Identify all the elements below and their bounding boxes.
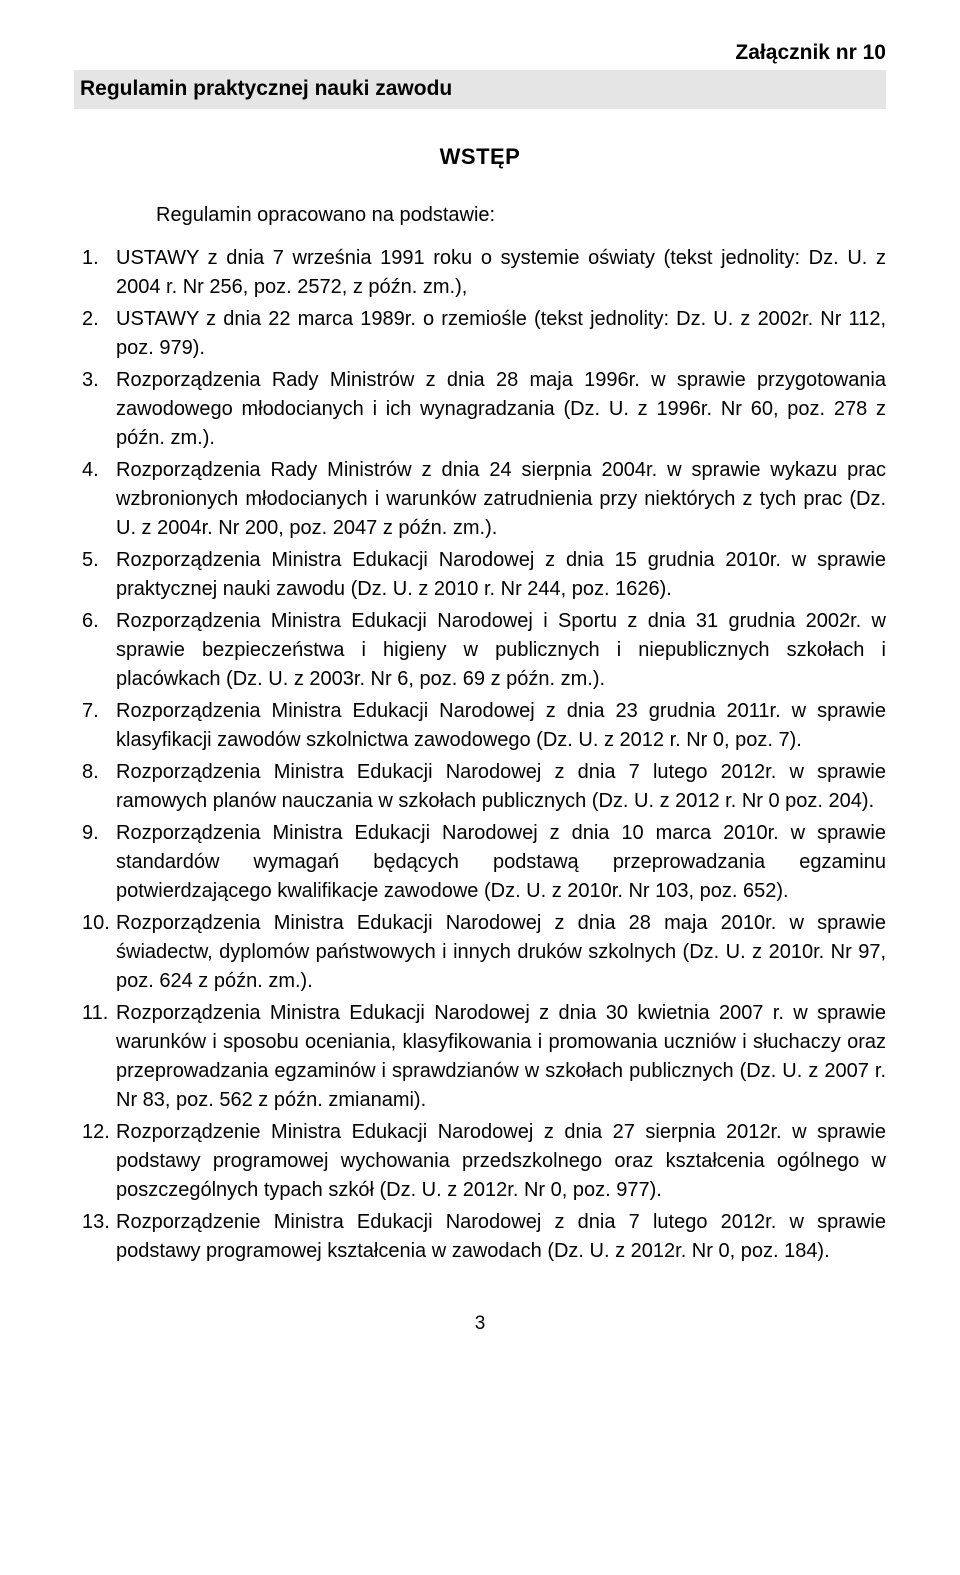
item-number: 12. <box>82 1118 116 1205</box>
list-item: 5. Rozporządzenia Ministra Edukacji Naro… <box>82 546 886 604</box>
item-number: 10. <box>82 909 116 996</box>
item-text: Rozporządzenia Ministra Edukacji Narodow… <box>116 999 886 1115</box>
list-item: 1. USTAWY z dnia 7 września 1991 roku o … <box>82 244 886 302</box>
list-item: 12. Rozporządzenie Ministra Edukacji Nar… <box>82 1118 886 1205</box>
list-item: 4. Rozporządzenia Rady Ministrów z dnia … <box>82 456 886 543</box>
list-item: 3. Rozporządzenia Rady Ministrów z dnia … <box>82 366 886 453</box>
item-text: Rozporządzenia Ministra Edukacji Narodow… <box>116 607 886 694</box>
item-text: Rozporządzenie Ministra Edukacji Narodow… <box>116 1118 886 1205</box>
page-title-banner: Regulamin praktycznej nauki zawodu <box>74 70 886 108</box>
item-number: 13. <box>82 1208 116 1266</box>
intro-text: Regulamin opracowano na podstawie: <box>74 201 886 230</box>
item-number: 5. <box>82 546 116 604</box>
item-text: Rozporządzenia Ministra Edukacji Narodow… <box>116 546 886 604</box>
page-title: WSTĘP <box>74 141 886 173</box>
item-text: USTAWY z dnia 22 marca 1989r. o rzemiośl… <box>116 305 886 363</box>
list-item: 2. USTAWY z dnia 22 marca 1989r. o rzemi… <box>82 305 886 363</box>
list-item: 8. Rozporządzenia Ministra Edukacji Naro… <box>82 758 886 816</box>
item-number: 2. <box>82 305 116 363</box>
item-text: Rozporządzenia Rady Ministrów z dnia 28 … <box>116 366 886 453</box>
item-number: 3. <box>82 366 116 453</box>
item-number: 1. <box>82 244 116 302</box>
list-item: 11. Rozporządzenia Ministra Edukacji Nar… <box>82 999 886 1115</box>
item-number: 6. <box>82 607 116 694</box>
item-text: Rozporządzenia Ministra Edukacji Narodow… <box>116 758 886 816</box>
item-number: 7. <box>82 697 116 755</box>
legal-basis-list: 1. USTAWY z dnia 7 września 1991 roku o … <box>74 244 886 1266</box>
item-text: Rozporządzenia Ministra Edukacji Narodow… <box>116 909 886 996</box>
page-number: 3 <box>74 1310 886 1338</box>
item-number: 4. <box>82 456 116 543</box>
item-text: USTAWY z dnia 7 września 1991 roku o sys… <box>116 244 886 302</box>
list-item: 9. Rozporządzenia Ministra Edukacji Naro… <box>82 819 886 906</box>
header: Załącznik nr 10 Regulamin praktycznej na… <box>74 38 886 109</box>
item-text: Rozporządzenie Ministra Edukacji Narodow… <box>116 1208 886 1266</box>
list-item: 13. Rozporządzenie Ministra Edukacji Nar… <box>82 1208 886 1266</box>
list-item: 6. Rozporządzenia Ministra Edukacji Naro… <box>82 607 886 694</box>
list-item: 7. Rozporządzenia Ministra Edukacji Naro… <box>82 697 886 755</box>
item-text: Rozporządzenia Ministra Edukacji Narodow… <box>116 697 886 755</box>
attachment-label: Załącznik nr 10 <box>74 38 886 68</box>
item-number: 11. <box>82 999 116 1115</box>
item-text: Rozporządzenia Ministra Edukacji Narodow… <box>116 819 886 906</box>
item-text: Rozporządzenia Rady Ministrów z dnia 24 … <box>116 456 886 543</box>
item-number: 8. <box>82 758 116 816</box>
list-item: 10. Rozporządzenia Ministra Edukacji Nar… <box>82 909 886 996</box>
document-page: Załącznik nr 10 Regulamin praktycznej na… <box>0 0 960 1377</box>
item-number: 9. <box>82 819 116 906</box>
